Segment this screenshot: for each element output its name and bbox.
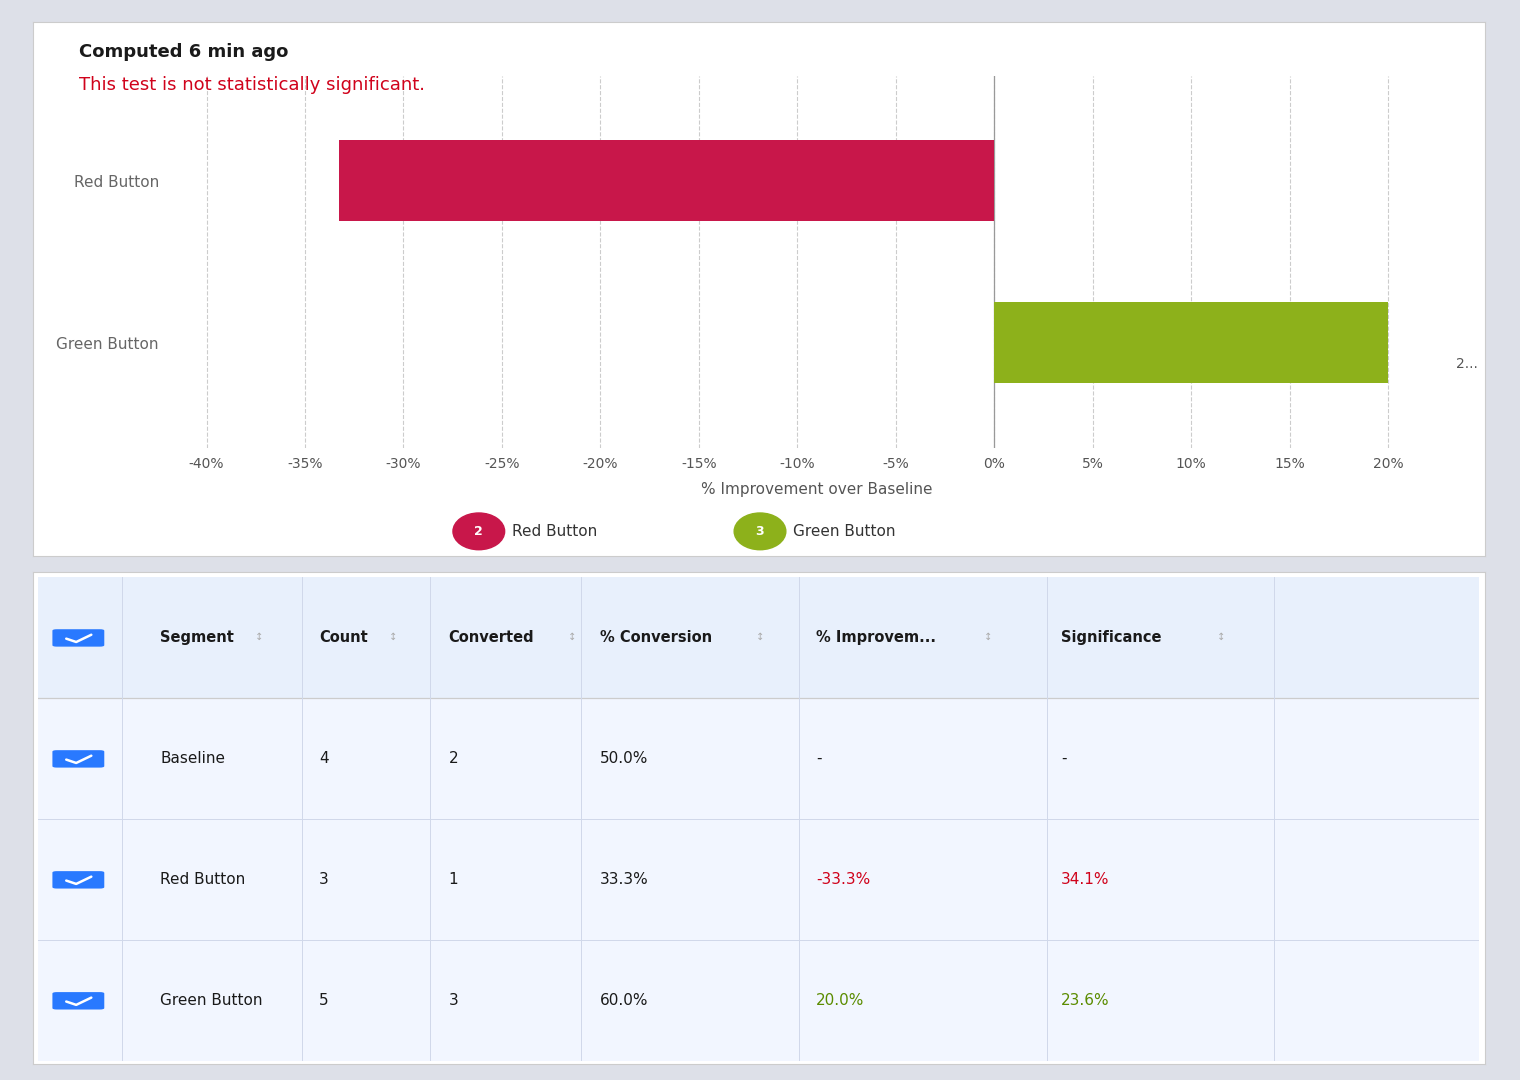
FancyBboxPatch shape [38,819,1479,940]
Text: 2: 2 [474,525,483,538]
Bar [994,302,1388,383]
Text: Computed 6 min ago: Computed 6 min ago [79,43,289,62]
Text: Count: Count [319,630,368,645]
Text: ↕: ↕ [980,632,993,643]
Text: 1: 1 [448,872,459,887]
Text: 20.0%: 20.0% [816,993,865,1008]
Text: 33.3%: 33.3% [600,872,649,887]
FancyBboxPatch shape [38,698,1479,819]
Text: 2...: 2... [1456,356,1477,370]
Text: ↕: ↕ [252,632,263,643]
FancyBboxPatch shape [52,751,105,768]
Text: 4: 4 [319,751,328,766]
FancyBboxPatch shape [52,872,105,889]
Text: This test is not statistically significant.: This test is not statistically significa… [79,76,426,94]
Text: Green Button: Green Button [161,993,263,1008]
Text: Converted: Converted [448,630,535,645]
Text: Green Button: Green Button [793,524,895,539]
Text: ↕: ↕ [752,632,765,643]
Bar [339,140,994,221]
Text: Segment: Segment [161,630,234,645]
Text: 3: 3 [448,993,459,1008]
Text: Baseline: Baseline [161,751,225,766]
FancyBboxPatch shape [52,993,105,1010]
Text: 3: 3 [755,525,765,538]
Text: 23.6%: 23.6% [1061,993,1110,1008]
Text: -: - [816,751,822,766]
Text: 5: 5 [319,993,328,1008]
Text: % Improvem...: % Improvem... [816,630,936,645]
X-axis label: % Improvement over Baseline: % Improvement over Baseline [701,482,933,497]
Text: ↕: ↕ [1214,632,1225,643]
FancyBboxPatch shape [38,577,1479,698]
Text: ↕: ↕ [386,632,397,643]
Text: Significance: Significance [1061,630,1161,645]
Text: -33.3%: -33.3% [816,872,871,887]
Text: 34.1%: 34.1% [1061,872,1110,887]
Text: -: - [1061,751,1067,766]
Text: 3: 3 [319,872,328,887]
FancyBboxPatch shape [38,940,1479,1061]
Text: 50.0%: 50.0% [600,751,649,766]
Text: 2: 2 [448,751,459,766]
Text: % Conversion: % Conversion [600,630,711,645]
Text: Red Button: Red Button [161,872,246,887]
Text: ↕: ↕ [564,632,576,643]
FancyBboxPatch shape [52,630,105,647]
Text: 60.0%: 60.0% [600,993,649,1008]
Text: Red Button: Red Button [512,524,597,539]
